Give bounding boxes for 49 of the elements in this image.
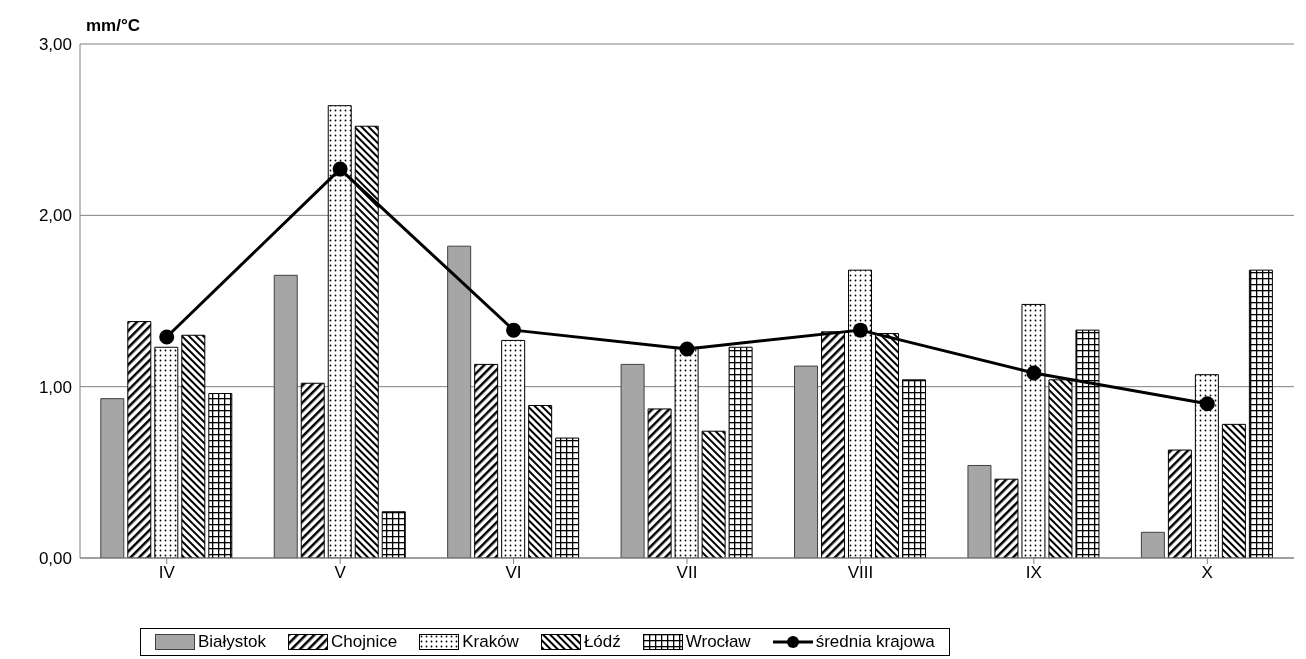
legend-label: średnia krajowa: [815, 632, 935, 652]
bar: [208, 393, 233, 558]
x-tick-label: X: [1201, 563, 1213, 583]
point: [852, 322, 868, 338]
bar: [647, 408, 672, 558]
x-tick-label: VII: [676, 563, 698, 583]
bar: [967, 464, 992, 558]
x-tick-label: VIII: [847, 563, 874, 583]
bar: [300, 382, 325, 558]
point: [1026, 365, 1042, 381]
point: [1199, 396, 1215, 412]
bar: [181, 334, 206, 558]
x-tick-label: IV: [158, 563, 176, 583]
y-axis-title: mm/°C: [86, 16, 141, 36]
y-tick-label: 0,00: [38, 549, 72, 569]
bar: [127, 321, 152, 558]
bar: [994, 478, 1019, 558]
legend-label: Łódź: [583, 632, 621, 652]
bar: [100, 398, 125, 558]
bar: [701, 430, 726, 558]
bar: [154, 346, 179, 558]
bar: [528, 405, 553, 558]
bar: [555, 437, 580, 558]
legend-label: Białystok: [198, 632, 267, 652]
x-tick-label: VI: [505, 563, 522, 583]
bar: [381, 511, 406, 558]
point: [159, 329, 175, 345]
bar: [620, 363, 645, 558]
point: [679, 341, 695, 357]
point: [506, 322, 522, 338]
y-tick-label: 1,00: [38, 377, 72, 397]
bar: [1140, 531, 1165, 558]
bar: [1167, 449, 1192, 558]
point: [332, 161, 348, 177]
bar: [1248, 269, 1273, 558]
bar: [474, 363, 499, 558]
x-tick-label: IX: [1025, 563, 1042, 583]
bar: [902, 379, 927, 558]
bar: [1221, 423, 1246, 558]
bar: [273, 274, 298, 558]
x-tick-label: V: [334, 563, 347, 583]
legend-label: Chojnice: [331, 632, 398, 652]
bar: [794, 365, 819, 558]
y-tick-label: 2,00: [38, 206, 72, 226]
y-tick-label: 3,00: [38, 35, 72, 55]
bar: [501, 339, 526, 558]
legend-label: Kraków: [462, 632, 519, 652]
legend-label: Wrocław: [685, 632, 751, 652]
bar: [447, 245, 472, 558]
